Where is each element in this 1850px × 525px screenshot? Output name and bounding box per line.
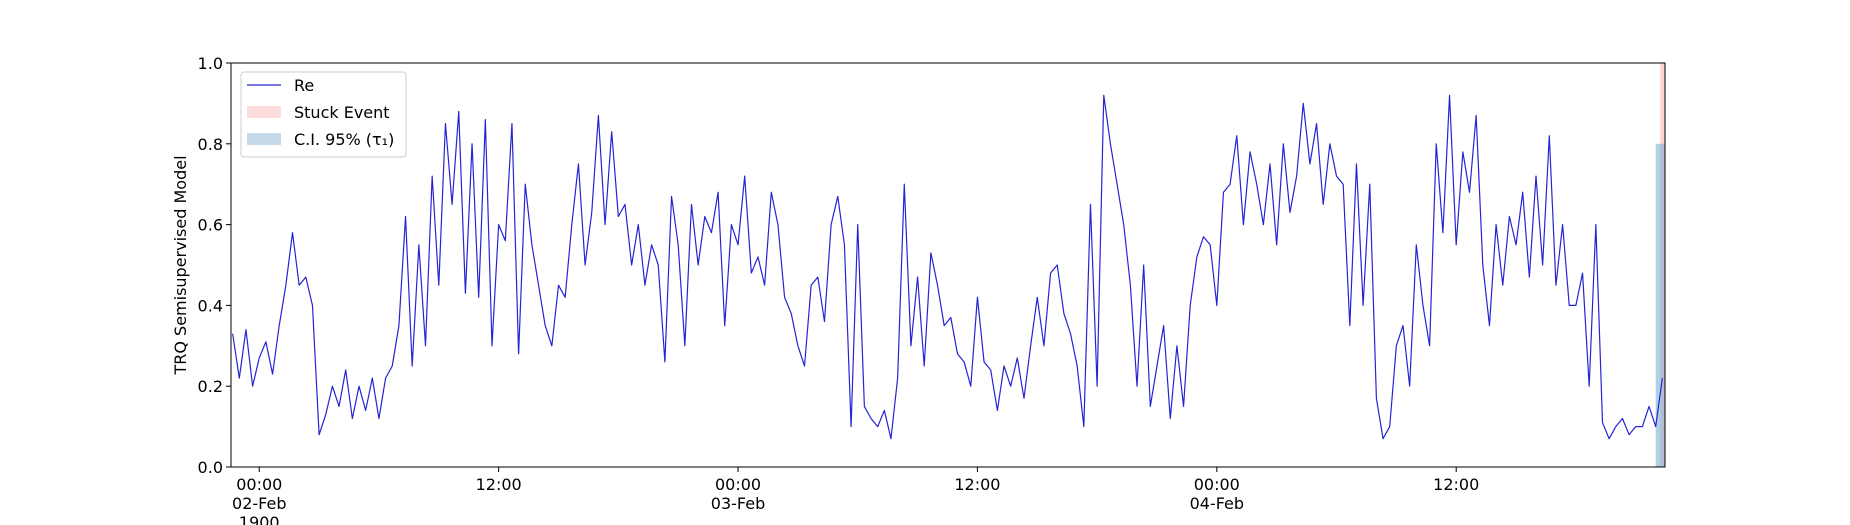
shaded-span — [1655, 143, 1665, 468]
x-tick-label: 00:00 04-Feb — [1190, 475, 1244, 513]
data-line — [232, 94, 1663, 440]
y-tick-label: 0.0 — [198, 458, 223, 477]
legend-box — [240, 71, 407, 158]
y-tick-label: 1.0 — [198, 54, 223, 73]
legend-label: Stuck Event — [294, 103, 390, 122]
legend-label: Re — [294, 76, 314, 95]
y-tick-label: 0.6 — [198, 216, 223, 235]
x-tick-label: 12:00 — [1433, 475, 1479, 494]
plot-frame — [230, 62, 1666, 468]
y-axis-label: TRQ Semisupervised Model — [171, 155, 190, 375]
y-tick-label: 0.8 — [198, 135, 223, 154]
x-tick-label: 12:00 — [476, 475, 522, 494]
legend-swatch — [247, 106, 281, 118]
y-tick-label: 0.4 — [198, 296, 223, 315]
legend-label: C.I. 95% (τ₁) — [294, 130, 394, 149]
legend-swatch — [247, 133, 281, 145]
x-tick-label: 12:00 — [954, 475, 1000, 494]
y-tick-label: 0.2 — [198, 377, 223, 396]
x-tick-label: 00:00 02-Feb 1900 — [232, 475, 286, 525]
legend: Re Stuck Event C.I. 95% (τ₁) — [240, 71, 407, 158]
x-tick-label: 00:00 03-Feb — [711, 475, 765, 513]
